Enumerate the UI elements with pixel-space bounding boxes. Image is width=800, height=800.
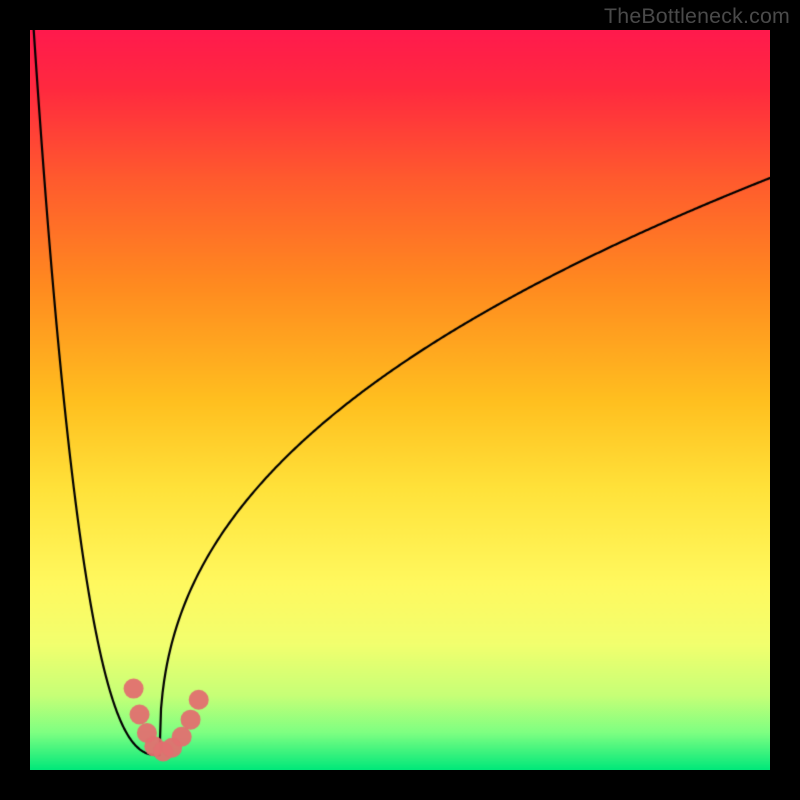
chart-canvas <box>30 30 770 770</box>
watermark-text: TheBottleneck.com <box>604 4 790 29</box>
plot-area <box>30 30 770 770</box>
figure-root: TheBottleneck.com <box>0 0 800 800</box>
